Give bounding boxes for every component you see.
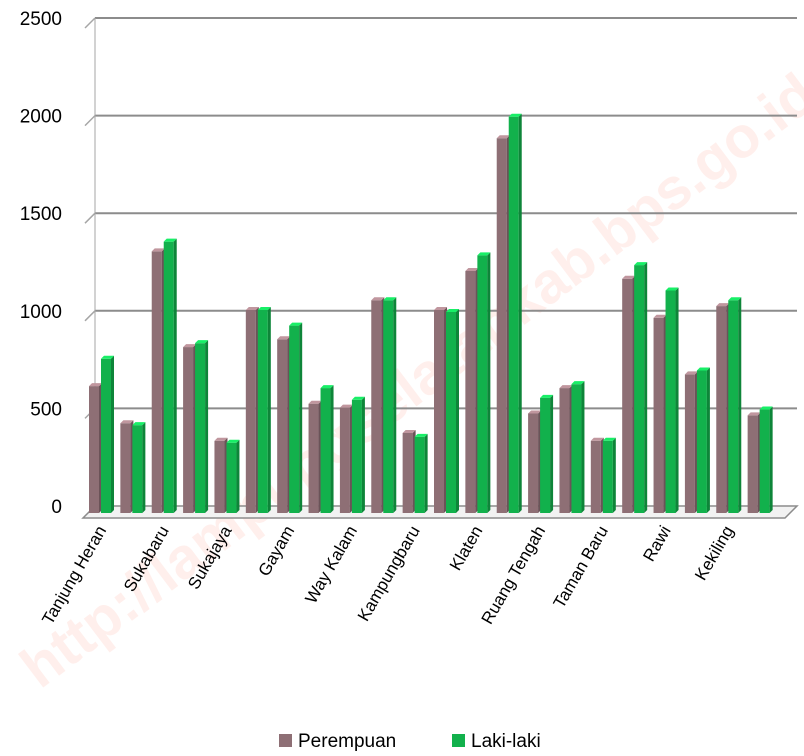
bar-perempuan — [183, 344, 197, 513]
bar-perempuan — [339, 404, 353, 513]
y-axis: 0 500 1000 1500 2000 2500 — [20, 9, 62, 518]
legend-swatch-perempuan — [279, 734, 292, 747]
gridline-diag — [84, 212, 96, 224]
bar-perempuan — [684, 371, 698, 513]
y-tick-label: 0 — [51, 497, 62, 518]
bar-perempuan — [151, 248, 165, 513]
bar-perempuan — [371, 297, 385, 513]
bar-laki-laki — [226, 439, 240, 513]
bar-laki-laki — [540, 394, 554, 513]
y-tick-label: 1000 — [20, 302, 62, 323]
x-category-label: Rawi — [639, 523, 674, 565]
bar-perempuan — [277, 336, 291, 513]
bar-laki-laki — [728, 297, 742, 513]
gridline-diag — [84, 115, 96, 127]
bar-laki-laki — [571, 381, 585, 513]
bar-laki-laki — [508, 113, 522, 513]
bar-laki-laki — [602, 437, 616, 513]
bar-laki-laki — [414, 433, 428, 513]
y-tick-label: 500 — [30, 399, 62, 420]
bar-perempuan — [590, 437, 604, 513]
bar-laki-laki — [101, 355, 114, 513]
bar-perempuan — [120, 420, 134, 513]
bars — [89, 113, 773, 513]
bar-laki-laki — [665, 287, 679, 513]
bar-perempuan — [622, 275, 636, 513]
bar-laki-laki — [320, 385, 334, 513]
bar-perempuan — [402, 429, 416, 513]
bar-laki-laki — [195, 340, 209, 513]
bar-perempuan — [434, 306, 447, 513]
bar-laki-laki — [351, 396, 365, 513]
gridline-diag — [84, 17, 96, 29]
bar-perempuan — [89, 383, 102, 513]
bar-laki-laki — [289, 322, 303, 513]
legend: Perempuan Laki-laki — [279, 731, 541, 752]
y-tick-label: 1500 — [20, 204, 62, 225]
bar-laki-laki — [634, 262, 648, 513]
legend-label-perempuan: Perempuan — [298, 731, 396, 752]
x-category-label: Way Kalam — [301, 523, 361, 607]
gridline-diag — [84, 310, 96, 322]
bar-perempuan — [214, 437, 228, 513]
x-category-label: Kampungbaru — [354, 523, 424, 625]
legend-label-laki-laki: Laki-laki — [471, 731, 541, 752]
bar-laki-laki — [696, 367, 710, 513]
bar-perempuan — [653, 314, 667, 513]
bar-laki-laki — [477, 252, 491, 513]
bar-laki-laki — [446, 308, 459, 513]
bar-perempuan — [528, 410, 542, 513]
x-category-label: Ruang Tengah — [478, 523, 550, 628]
bar-laki-laki — [163, 238, 177, 513]
x-category-label: Klaten — [446, 523, 487, 574]
bar-perempuan — [559, 385, 573, 513]
x-category-label: Taman Baru — [550, 523, 612, 612]
bar-perempuan — [308, 400, 322, 513]
bar-perempuan — [716, 303, 730, 513]
bar-perempuan — [245, 306, 259, 513]
bar-perempuan — [747, 412, 761, 513]
bar-perempuan — [465, 267, 479, 513]
y-tick-label: 2500 — [20, 9, 62, 30]
bar-perempuan — [496, 135, 510, 513]
bar-laki-laki — [383, 297, 397, 513]
legend-swatch-laki-laki — [452, 734, 465, 747]
bar-laki-laki — [759, 406, 773, 513]
x-category-label: Kekiling — [691, 523, 737, 584]
watermark-text: http://lampungselatankab.bps.go.id — [9, 61, 804, 701]
y-tick-label: 2000 — [20, 107, 62, 128]
bar-laki-laki — [257, 306, 271, 513]
bar-laki-laki — [132, 422, 146, 513]
